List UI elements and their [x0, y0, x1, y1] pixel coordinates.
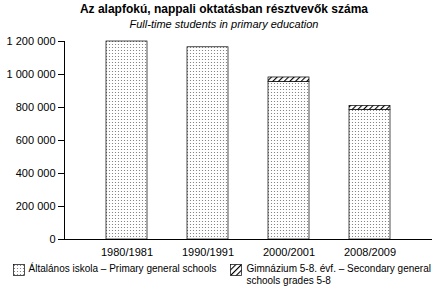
html-text:Gimnázium 5-8. évf. – Secondar: Gimnázium 5-8. évf. – Secondary general … [246, 263, 431, 286]
svg-text:1 000 000: 1 000 000 [7, 68, 56, 80]
svg-text:200 000: 200 000 [16, 200, 56, 212]
html-text:Általános iskola – Primary gen: Általános iskola – Primary general schoo… [28, 263, 217, 274]
svg-text:2008/2009: 2008/2009 [344, 246, 396, 258]
svg-text:1980/1981: 1980/1981 [101, 246, 153, 258]
svg-text:0: 0 [49, 233, 55, 245]
svg-text:1 200 000: 1 200 000 [7, 35, 56, 47]
svg-text:800 000: 800 000 [16, 101, 56, 113]
svg-text:1990/1991: 1990/1991 [182, 246, 234, 258]
svg-text:2000/2001: 2000/2001 [263, 246, 315, 258]
svg-text:400 000: 400 000 [16, 167, 56, 179]
html-text:Full-time students in primary: Full-time students in primary education [129, 18, 319, 30]
html-text:Az alapfokú, nappali oktatásba: Az alapfokú, nappali oktatásban résztvev… [79, 2, 368, 16]
svg-text:600 000: 600 000 [16, 134, 56, 146]
